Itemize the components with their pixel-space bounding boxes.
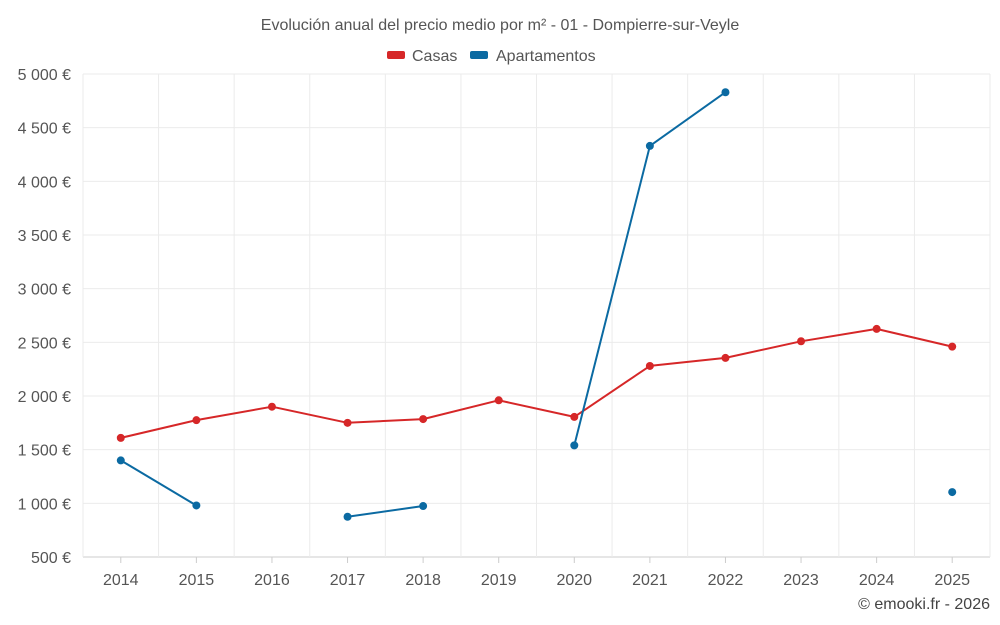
data-point-casas[interactable] xyxy=(419,415,428,424)
data-point-apartamentos[interactable] xyxy=(645,141,654,150)
data-point-casas[interactable] xyxy=(797,337,806,346)
series-line-apartamentos xyxy=(120,459,197,507)
credit: © emooki.fr - 2026 xyxy=(858,596,990,613)
legend-swatch-casas xyxy=(387,51,405,59)
y-tick-label: 1 500 € xyxy=(18,443,71,460)
y-tick-label: 4 500 € xyxy=(18,121,71,138)
data-point-casas[interactable] xyxy=(192,416,201,425)
data-point-casas[interactable] xyxy=(872,324,881,333)
grid xyxy=(82,73,991,558)
x-tick-label: 2021 xyxy=(632,572,668,589)
legend-label-apartamentos: Apartamentos xyxy=(496,48,596,65)
x-tick-label: 2022 xyxy=(708,572,744,589)
data-point-casas[interactable] xyxy=(343,418,352,427)
data-point-casas[interactable] xyxy=(721,353,730,362)
data-point-apartamentos[interactable] xyxy=(192,501,201,510)
data-point-apartamentos[interactable] xyxy=(343,512,352,521)
y-tick-label: 2 500 € xyxy=(18,335,71,352)
x-tick-label: 2017 xyxy=(330,572,366,589)
x-tick-label: 2020 xyxy=(556,572,592,589)
x-tick-label: 2025 xyxy=(934,572,970,589)
y-tick-label: 4 000 € xyxy=(18,174,71,191)
data-point-casas[interactable] xyxy=(116,433,125,442)
x-tick-label: 2016 xyxy=(254,572,290,589)
legend-item-apartamentos[interactable]: Apartamentos xyxy=(470,48,596,65)
y-tick-label: 2 000 € xyxy=(18,389,71,406)
data-point-apartamentos[interactable] xyxy=(721,88,730,97)
series-apartamentos xyxy=(116,88,957,521)
y-tick-label: 5 000 € xyxy=(18,67,71,84)
series-line-apartamentos xyxy=(347,505,424,518)
x-tick-label: 2015 xyxy=(179,572,215,589)
x-tick-label: 2014 xyxy=(103,572,139,589)
legend: Casas Apartamentos xyxy=(387,48,596,65)
chart-title: Evolución anual del precio medio por m² … xyxy=(261,17,740,34)
x-tick-label: 2024 xyxy=(859,572,895,589)
y-tick-label: 1 000 € xyxy=(18,496,71,513)
data-point-casas[interactable] xyxy=(645,361,654,370)
series-layer xyxy=(116,88,957,521)
x-tick-label: 2018 xyxy=(405,572,441,589)
legend-swatch-apartamentos xyxy=(470,51,488,59)
series-casas xyxy=(116,324,957,442)
data-point-casas[interactable] xyxy=(570,412,579,421)
legend-item-casas[interactable]: Casas xyxy=(387,48,457,65)
data-point-casas[interactable] xyxy=(948,342,957,351)
data-point-apartamentos[interactable] xyxy=(116,456,125,465)
y-axis: 500 € 1 000 € 1 500 € 2 000 € 2 500 € 3 000 €… xyxy=(18,67,71,567)
data-point-apartamentos[interactable] xyxy=(419,502,428,511)
y-tick-label: 500 € xyxy=(31,550,71,567)
data-point-casas[interactable] xyxy=(494,396,503,405)
data-point-casas[interactable] xyxy=(267,402,276,411)
legend-label-casas: Casas xyxy=(412,48,457,65)
y-tick-label: 3 000 € xyxy=(18,282,71,299)
x-axis: 2014 2015 2016 2017 2018 2019 2020 2021 2022 2023… xyxy=(103,557,970,589)
data-point-apartamentos[interactable] xyxy=(570,441,579,450)
data-point-apartamentos[interactable] xyxy=(948,488,957,497)
series-line-casas xyxy=(120,327,953,439)
x-tick-label: 2023 xyxy=(783,572,819,589)
x-tick-label: 2019 xyxy=(481,572,517,589)
y-tick-label: 3 500 € xyxy=(18,228,71,245)
